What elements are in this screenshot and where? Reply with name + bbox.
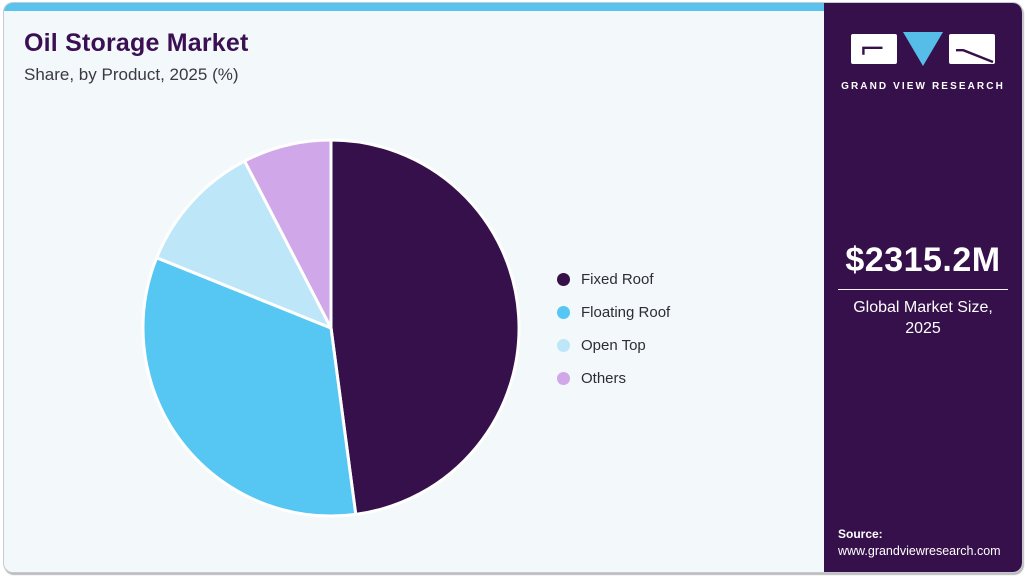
source-label: Source: — [838, 527, 883, 541]
pie-slice-fixed-roof — [329, 138, 521, 516]
pie-chart-svg — [141, 138, 521, 518]
brand-panel: GRAND VIEW RESEARCH $2315.2M Global Mark… — [824, 3, 1022, 572]
market-size-label: Global Market Size, 2025 — [853, 299, 993, 337]
legend-label-fixed-roof: Fixed Roof — [581, 270, 654, 288]
source-block: Source: www.grandviewresearch.com — [838, 527, 1001, 558]
pie-slice-floating-roof — [141, 256, 358, 518]
legend-swatch-open-top — [557, 338, 570, 352]
legend-label-open-top: Open Top — [581, 336, 646, 354]
legend-swatch-others — [557, 371, 570, 385]
pie-slice-open-top — [155, 159, 333, 330]
accent-topbar — [4, 3, 824, 11]
legend-item-open-top: Open Top — [557, 335, 670, 355]
legend-swatch-floating-roof — [557, 305, 570, 319]
page-subtitle: Share, by Product, 2025 (%) — [24, 65, 239, 84]
brand-name: GRAND VIEW RESEARCH — [841, 81, 1005, 92]
page-title: Oil Storage Market — [24, 29, 249, 57]
market-size-block: $2315.2M Global Market Size, 2025 — [836, 241, 1010, 340]
legend-item-others: Others — [557, 368, 670, 388]
pie-chart — [138, 135, 524, 521]
legend: Fixed Roof Floating Roof Open Top Others — [557, 269, 670, 401]
gvr-logo-block: GRAND VIEW RESEARCH — [824, 29, 1022, 92]
pie-slice-others — [243, 138, 333, 330]
gvr-logo-icon — [851, 32, 995, 66]
report-card: Oil Storage Market Share, by Product, 20… — [3, 2, 1023, 573]
legend-label-floating-roof: Floating Roof — [581, 303, 671, 321]
market-size-value: $2315.2M — [845, 241, 1001, 279]
source-url-link[interactable]: www.grandviewresearch.com — [838, 544, 1001, 558]
divider — [838, 289, 1008, 290]
legend-item-floating-roof: Floating Roof — [557, 302, 670, 322]
legend-label-others: Others — [581, 369, 627, 387]
chart-header: Oil Storage Market Share, by Product, 20… — [24, 29, 249, 85]
legend-swatch-fixed-roof — [557, 272, 570, 286]
legend-item-fixed-roof: Fixed Roof — [557, 269, 670, 289]
